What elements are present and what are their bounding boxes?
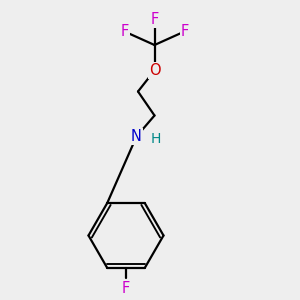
Text: N: N (131, 129, 142, 144)
Text: F: F (150, 12, 159, 27)
Text: F: F (122, 281, 130, 296)
Text: H: H (151, 132, 161, 146)
Text: F: F (120, 24, 129, 39)
Text: F: F (180, 24, 189, 39)
Text: O: O (149, 63, 160, 78)
